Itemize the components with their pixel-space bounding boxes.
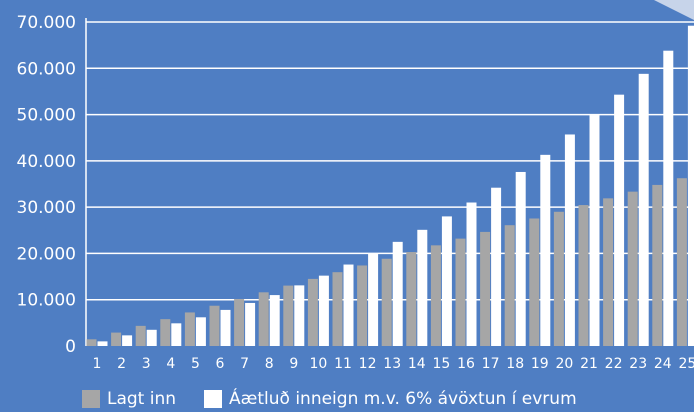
bar-lagt-inn [578, 205, 589, 346]
x-tick-label: 7 [240, 356, 249, 372]
bar-aaetlud-inneign [318, 275, 329, 346]
bar-aaetlud-inneign [663, 50, 674, 346]
bar-lagt-inn [283, 285, 294, 346]
bar-lagt-inn [357, 265, 368, 346]
legend: Lagt inn Áætluð inneign m.v. 6% ávöxtun … [82, 387, 605, 411]
x-tick-label: 25 [678, 356, 694, 372]
x-tick-label: 2 [117, 356, 126, 372]
x-tick-label: 14 [408, 356, 426, 372]
bar-aaetlud-inneign [589, 115, 600, 346]
bar-lagt-inn [307, 278, 318, 346]
x-tick-label: 8 [265, 356, 274, 372]
bar-aaetlud-inneign [540, 154, 551, 346]
x-tick-label: 21 [580, 356, 598, 372]
legend-item-aaetlud-inneign: Áætluð inneign m.v. 6% ávöxtun í evrum [204, 389, 577, 409]
bar-lagt-inn [160, 319, 171, 346]
bar-aaetlud-inneign [392, 241, 403, 346]
legend-swatch-aaetlud-inneign [204, 390, 223, 408]
bar-aaetlud-inneign [515, 171, 526, 346]
y-tick-label: 30.000 [17, 198, 76, 218]
x-tick-label: 12 [359, 356, 377, 372]
bar-lagt-inn [258, 292, 269, 346]
bar-aaetlud-inneign [122, 335, 133, 346]
y-tick-label: 20.000 [17, 244, 76, 264]
bar-aaetlud-inneign [146, 329, 157, 346]
bar-aaetlud-inneign [269, 295, 280, 346]
bars [86, 25, 694, 347]
bar-aaetlud-inneign [564, 134, 575, 346]
x-tick-label: 16 [457, 356, 475, 372]
bar-lagt-inn [381, 258, 392, 346]
bar-lagt-inn [676, 178, 687, 346]
x-tick-label: 17 [482, 356, 500, 372]
bar-aaetlud-inneign [466, 202, 477, 346]
bar-lagt-inn [455, 238, 466, 346]
legend-label-lagt-inn: Lagt inn [107, 389, 177, 409]
bar-lagt-inn [209, 305, 220, 346]
y-tick-label: 50.000 [17, 106, 76, 126]
x-tick-label: 11 [334, 356, 352, 372]
bar-aaetlud-inneign [491, 187, 502, 346]
bar-lagt-inn [184, 312, 195, 346]
bar-aaetlud-inneign [97, 341, 108, 346]
bar-aaetlud-inneign [171, 323, 182, 346]
bar-aaetlud-inneign [441, 216, 452, 346]
x-tick-label: 20 [555, 356, 573, 372]
x-tick-label: 22 [605, 356, 623, 372]
y-tick-label: 0 [65, 337, 76, 357]
bar-lagt-inn [553, 211, 564, 346]
x-tick-label: 9 [289, 356, 298, 372]
bar-lagt-inn [529, 218, 540, 346]
legend-item-lagt-inn: Lagt inn [82, 389, 176, 409]
bar-lagt-inn [480, 231, 491, 346]
bar-lagt-inn [430, 245, 441, 346]
bar-lagt-inn [234, 299, 245, 346]
bar-lagt-inn [627, 191, 638, 346]
bar-aaetlud-inneign [687, 25, 694, 347]
x-tick-label: 15 [432, 356, 450, 372]
x-axis: 1 2 3 4 5 6 7 8 9 10 11 12 13 14 15 16 17 18 19 20 21 22 23 24 2… [93, 356, 694, 372]
legend-swatch-lagt-inn [82, 390, 100, 408]
y-axis: 0 10.000 20.000 30.000 40.000 50.000 60.000 70.… [17, 13, 87, 357]
bar-aaetlud-inneign [638, 73, 649, 346]
bar-lagt-inn [504, 225, 515, 346]
bar-lagt-inn [111, 332, 122, 346]
x-tick-label: 3 [142, 356, 151, 372]
y-tick-label: 60.000 [17, 59, 76, 79]
bar-lagt-inn [86, 339, 97, 346]
y-tick-label: 40.000 [17, 152, 76, 172]
bar-aaetlud-inneign [294, 285, 305, 346]
bar-lagt-inn [332, 272, 343, 346]
bar-aaetlud-inneign [195, 317, 206, 346]
x-tick-label: 5 [191, 356, 200, 372]
bar-aaetlud-inneign [220, 309, 231, 346]
bar-lagt-inn [603, 198, 614, 346]
bar-aaetlud-inneign [368, 253, 379, 346]
x-tick-label: 10 [309, 356, 327, 372]
bar-aaetlud-inneign [417, 229, 428, 346]
legend-label-aaetlud-inneign: Áætluð inneign m.v. 6% ávöxtun í evrum [229, 389, 577, 409]
bar-lagt-inn [406, 252, 417, 346]
bar-aaetlud-inneign [343, 264, 354, 346]
bar-aaetlud-inneign [245, 302, 256, 346]
x-tick-label: 24 [654, 356, 672, 372]
x-tick-label: 1 [93, 356, 102, 372]
y-tick-label: 10.000 [17, 291, 76, 311]
y-tick-label: 70.000 [17, 13, 76, 33]
x-tick-label: 13 [383, 356, 401, 372]
x-tick-label: 4 [166, 356, 175, 372]
gridlines [86, 21, 694, 301]
bar-lagt-inn [135, 325, 146, 346]
x-tick-label: 19 [531, 356, 549, 372]
bar-aaetlud-inneign [614, 94, 625, 346]
x-tick-label: 18 [506, 356, 524, 372]
x-tick-label: 6 [216, 356, 225, 372]
x-tick-label: 23 [629, 356, 647, 372]
bar-lagt-inn [652, 184, 663, 346]
bar-chart: 0 10.000 20.000 30.000 40.000 50.000 60.000 70.… [17, 13, 694, 372]
